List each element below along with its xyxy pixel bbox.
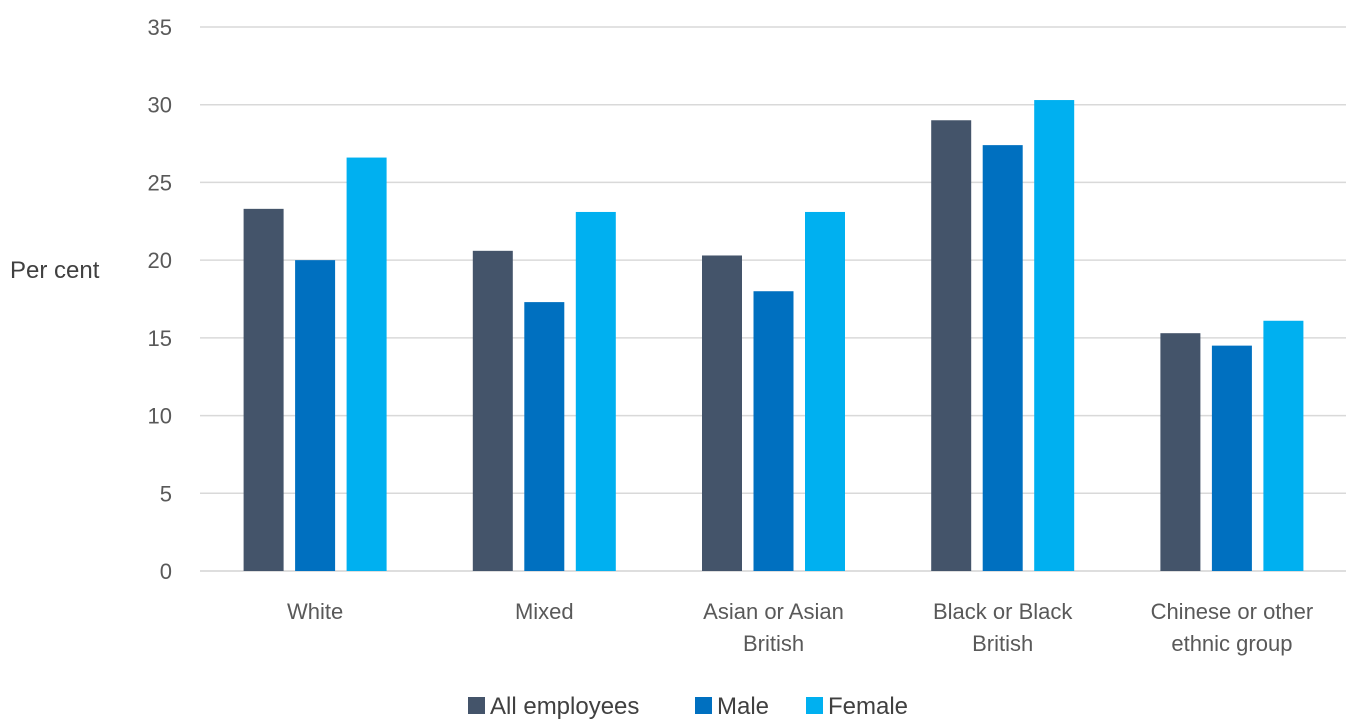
bar-all-employees bbox=[702, 255, 742, 572]
bar-female bbox=[346, 157, 387, 571]
bar-female bbox=[1034, 100, 1075, 572]
x-tick-label: White bbox=[287, 599, 343, 624]
bar-male bbox=[753, 291, 794, 571]
x-axis-ticks: White Mixed Asian or Asian British Black or … bbox=[287, 599, 1313, 656]
y-tick-label: 35 bbox=[148, 15, 172, 40]
x-tick-label: Black or Black bbox=[933, 599, 1073, 624]
y-tick-label: 0 bbox=[160, 559, 172, 584]
x-tick-label: British bbox=[972, 631, 1033, 656]
bar-male bbox=[524, 302, 565, 571]
x-tick-label: Mixed bbox=[515, 599, 574, 624]
bar-all-employees bbox=[931, 120, 972, 571]
legend: All employees Male Female bbox=[468, 693, 908, 720]
bar-male bbox=[982, 145, 1023, 571]
bar-female bbox=[805, 211, 845, 571]
x-tick-label: Chinese or other bbox=[1151, 599, 1314, 624]
bar-all-employees bbox=[1160, 333, 1201, 571]
y-tick-label: 10 bbox=[148, 404, 172, 429]
y-tick-label: 20 bbox=[148, 248, 172, 273]
bar-all-employees bbox=[243, 208, 284, 571]
legend-swatch bbox=[695, 697, 712, 714]
bar-all-employees bbox=[472, 250, 513, 571]
x-tick-label: Asian or Asian bbox=[703, 599, 844, 624]
legend-swatch bbox=[468, 697, 485, 714]
x-tick-label: ethnic group bbox=[1171, 631, 1292, 656]
x-tick-label: British bbox=[743, 631, 804, 656]
legend-label: Female bbox=[828, 693, 908, 720]
y-tick-label: 25 bbox=[148, 170, 172, 195]
y-tick-label: 30 bbox=[148, 93, 172, 118]
y-axis-ticks: 0 5 10 15 20 25 30 35 bbox=[148, 15, 172, 584]
bar-female bbox=[1263, 320, 1304, 571]
bar-female bbox=[575, 211, 616, 571]
y-tick-label: 5 bbox=[160, 481, 172, 506]
bar-male bbox=[1211, 345, 1252, 571]
legend-label: Male bbox=[717, 693, 769, 720]
bar-male bbox=[295, 260, 336, 571]
y-axis-title: Per cent bbox=[10, 257, 100, 284]
bars bbox=[243, 100, 1304, 572]
legend-label: All employees bbox=[490, 693, 639, 720]
y-tick-label: 15 bbox=[148, 326, 172, 351]
legend-swatch bbox=[806, 697, 823, 714]
